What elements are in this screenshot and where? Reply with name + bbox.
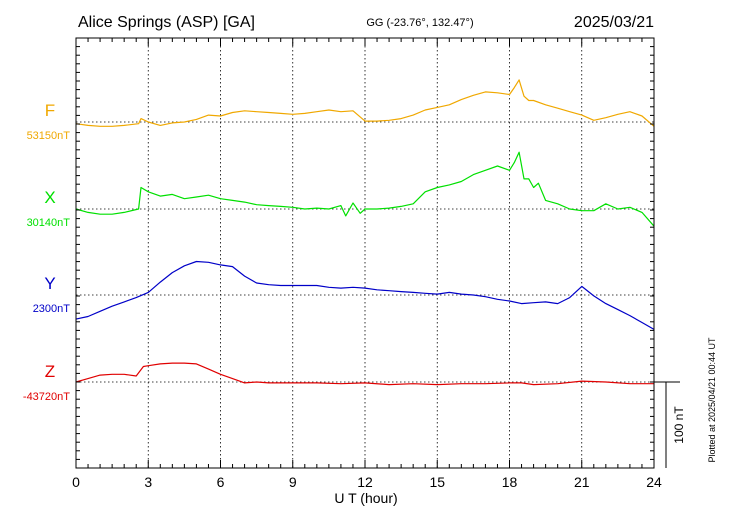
series-line-f [75, 79, 655, 127]
x-tick-label: 21 [574, 474, 590, 490]
x-tick-label: 0 [72, 474, 80, 490]
x-axis-label: U T (hour) [334, 490, 397, 506]
series-labels: F 53150nT X 30140nT Y 2300nT Z -43720nT [23, 101, 70, 403]
x-tick-label: 3 [144, 474, 152, 490]
series-line-x [75, 151, 655, 227]
series-baseline-z: -43720nT [23, 391, 70, 403]
series-name-x: X [44, 188, 55, 207]
series-name-f: F [45, 101, 55, 120]
scale-bar: 100 nT [654, 381, 686, 468]
chart-date: 2025/03/21 [574, 14, 654, 31]
series-baseline-y: 2300nT [33, 303, 71, 315]
series-line-y [75, 260, 655, 330]
series-baseline-x: 30140nT [27, 217, 71, 229]
x-tick-label: 6 [217, 474, 225, 490]
x-tick-label: 9 [289, 474, 297, 490]
scale-bar-label: 100 nT [672, 406, 686, 444]
axis-ticks: 0 3 6 9 12 15 18 21 24 [72, 37, 662, 490]
plot-timestamp: Plotted at 2025/04/21 00:44 UT [707, 337, 717, 463]
x-tick-label: 12 [357, 474, 373, 490]
series-baseline-f: 53150nT [27, 130, 71, 142]
x-tick-label: 24 [646, 474, 662, 490]
station-title: Alice Springs (ASP) [GA] [78, 14, 255, 31]
x-tick-label: 15 [429, 474, 445, 490]
series-line-z [75, 362, 654, 386]
station-coordinates: GG (-23.76°, 132.47°) [366, 17, 473, 29]
x-tick-label: 18 [502, 474, 518, 490]
series-lines [75, 79, 655, 386]
series-name-y: Y [44, 274, 55, 293]
series-name-z: Z [45, 362, 55, 381]
